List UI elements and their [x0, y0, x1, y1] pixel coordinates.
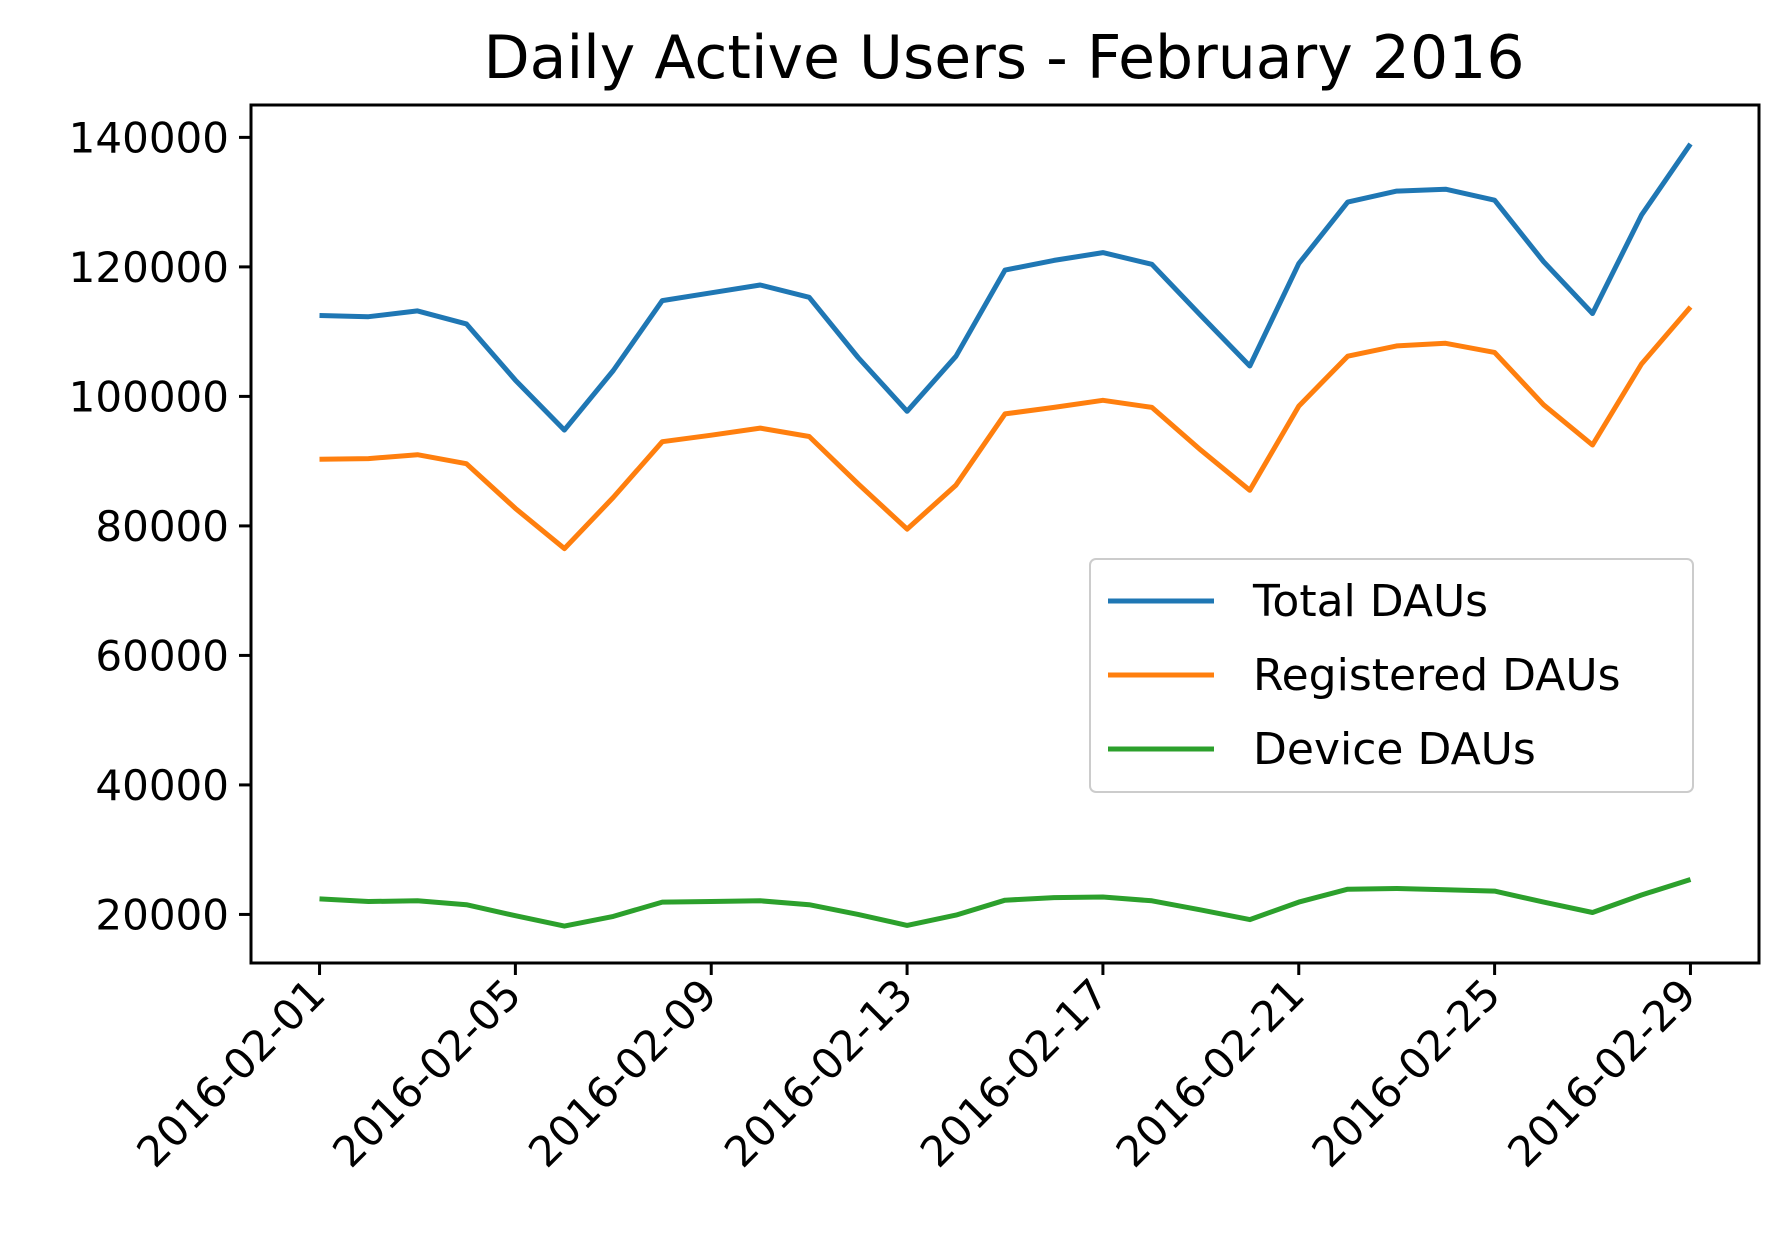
series-line-registered-daus	[319, 305, 1693, 552]
x-tick-label: 2016-02-01	[127, 969, 334, 1176]
legend-label: Device DAUs	[1253, 724, 1536, 775]
x-axis: 2016-02-012016-02-052016-02-092016-02-13…	[127, 963, 1706, 1177]
y-tick-label: 120000	[69, 243, 229, 292]
y-tick-label: 80000	[95, 502, 229, 551]
y-axis: 20000 40000 60000 80000 100000 120000 140000	[69, 113, 251, 939]
plot-frame	[249, 103, 1761, 965]
x-tick-label: 2016-02-17	[911, 969, 1118, 1176]
y-tick-label: 20000	[95, 890, 229, 939]
legend-box	[1089, 558, 1694, 793]
x-tick-label: 2016-02-29	[1498, 969, 1705, 1176]
y-tick-label: 100000	[69, 372, 229, 421]
series-line-total-daus	[319, 142, 1693, 433]
plot-lines	[319, 142, 1693, 929]
legend-label: Registered DAUs	[1253, 650, 1621, 701]
y-tick-label: 140000	[69, 113, 229, 162]
x-tick-label: 2016-02-05	[323, 969, 530, 1176]
x-tick-label: 2016-02-13	[715, 969, 922, 1176]
y-tick-label: 40000	[95, 761, 229, 810]
x-tick-label: 2016-02-21	[1107, 969, 1314, 1176]
x-tick-label: 2016-02-25	[1302, 969, 1509, 1176]
legend-label: Total DAUs	[1252, 576, 1488, 627]
y-tick-label: 60000	[95, 631, 229, 680]
series-line-device-daus	[319, 877, 1692, 929]
x-tick-label: 2016-02-09	[519, 969, 726, 1176]
chart-title: Daily Active Users - February 2016	[483, 23, 1524, 93]
legend: Total DAUs Registered DAUs Device DAUs	[1089, 558, 1694, 793]
